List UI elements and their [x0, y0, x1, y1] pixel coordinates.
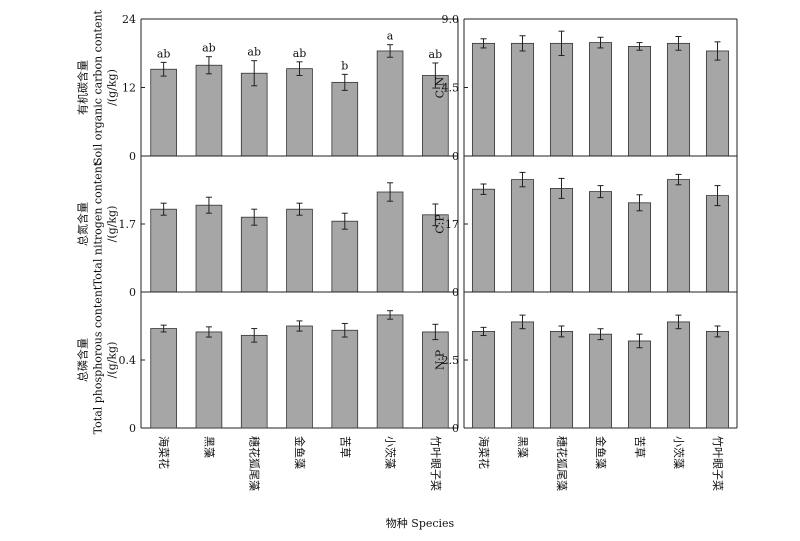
bar [471, 331, 496, 429]
category-label: 竹叶眼子菜 [429, 436, 443, 491]
significance-letter: b [341, 59, 348, 72]
bar [471, 42, 496, 157]
bar [150, 328, 177, 429]
y-tick-label: 12 [122, 82, 136, 95]
bar [422, 331, 449, 429]
y-axis-label: Total phosphorous content [92, 285, 105, 434]
y-tick-label: 24 [122, 13, 136, 26]
y-axis-label: 有机碳含量 [76, 60, 90, 115]
bar [705, 50, 730, 157]
y-axis-label: C:P [434, 214, 447, 234]
y-tick-label: 0 [129, 422, 136, 435]
bar [286, 325, 313, 429]
panel-3: 0 1.7 总氮含量 Total nitrogen content/(g/kg) [76, 155, 459, 299]
y-tick-label: 0.4 [119, 354, 137, 367]
panel-5: 0 0.4 海菜花 黑藻 穗花狐尾藻 金鱼藻 苦草 小茨藻 竹叶眼子菜 总磷含量 Total pho… [76, 285, 459, 491]
bar [549, 331, 574, 429]
bar [195, 204, 223, 293]
bar [627, 202, 652, 293]
y-axis-label: Total nitrogen content [92, 161, 105, 286]
bar [627, 46, 652, 157]
category-label: 金鱼藻 [293, 436, 307, 469]
bar [666, 42, 691, 157]
bar [588, 333, 613, 429]
bar [150, 208, 177, 293]
category-label: 小茨藻 [384, 436, 398, 469]
panel-6: 0 2.5 海菜花 黑藻 穗花狐尾藻 金鱼藻 苦草 小茨藻 竹叶眼子菜 N:P [434, 291, 738, 491]
significance-letter: a [387, 30, 394, 43]
y-tick-label: 4.5 [442, 82, 460, 95]
y-tick-label: 0 [129, 150, 136, 163]
bar [286, 208, 313, 293]
bar [331, 329, 359, 429]
bar [510, 321, 535, 429]
y-axis-label: Soil organic carbon content [92, 9, 105, 165]
bar [376, 191, 404, 293]
category-label: 苦草 [633, 436, 646, 458]
y-axis-label: 总磷含量 [76, 338, 90, 382]
bar [376, 314, 404, 429]
bar [195, 331, 223, 429]
y-tick-label: 1.7 [119, 218, 137, 231]
y-axis-label: /(g/kg) [106, 342, 119, 379]
bar [286, 68, 313, 157]
bar [588, 191, 613, 293]
bar [195, 64, 223, 157]
chart-panels: 0 12 24 ab ab ab ab b a ab 有机碳含量 Soil organic carbo… [76, 9, 738, 491]
y-axis-label: /(g/kg) [106, 69, 119, 106]
category-label: 竹叶眼子菜 [711, 436, 725, 491]
bar [705, 331, 730, 429]
significance-letter: ab [293, 47, 307, 60]
category-label: 穗花狐尾藻 [248, 436, 262, 491]
bar [331, 220, 359, 293]
bar [510, 179, 535, 293]
category-label: 金鱼藻 [594, 436, 608, 469]
bar [627, 340, 652, 429]
significance-letter: ab [202, 42, 216, 55]
bar [705, 195, 730, 293]
significance-letter: ab [157, 47, 171, 60]
bar [150, 68, 177, 157]
y-tick-label: 2.5 [442, 354, 460, 367]
category-label: 苦草 [338, 436, 351, 458]
bar [376, 50, 404, 157]
bar [666, 321, 691, 429]
bar [549, 42, 574, 157]
y-tick-label: 0 [452, 422, 459, 435]
category-label: 穗花狐尾藻 [555, 436, 569, 491]
y-tick-label: 0 [129, 286, 136, 299]
category-label: 黑藻 [516, 436, 529, 458]
panel-1: 0 12 24 ab ab ab ab b a ab 有机碳含量 Soil organic carbo… [76, 9, 459, 165]
y-axis-label: 总氮含量 [76, 202, 90, 246]
significance-letter: ab [429, 48, 443, 61]
bar [240, 72, 268, 157]
bar [331, 81, 359, 157]
y-tick-label: 9.0 [442, 13, 460, 26]
category-label: 海菜花 [157, 436, 171, 469]
bar [240, 334, 268, 429]
y-axis-label: /(g/kg) [106, 206, 119, 243]
category-label: 小茨藻 [672, 436, 686, 469]
category-label: 海菜花 [477, 436, 491, 469]
y-tick-label: 17 [445, 218, 459, 231]
bar [666, 179, 691, 293]
y-axis-label: C:N [434, 76, 447, 98]
y-axis-label: N:P [434, 349, 447, 370]
bar [240, 216, 268, 293]
bar [510, 42, 535, 157]
x-axis-title: 物种 Species [386, 516, 455, 530]
significance-letter: ab [247, 46, 261, 59]
category-label: 黑藻 [202, 436, 215, 458]
bar [549, 187, 574, 293]
panel-2: 04.59.0C:N [434, 13, 738, 163]
bar [588, 42, 613, 157]
panel-4: 017C:P [434, 155, 738, 299]
bar [471, 188, 496, 293]
